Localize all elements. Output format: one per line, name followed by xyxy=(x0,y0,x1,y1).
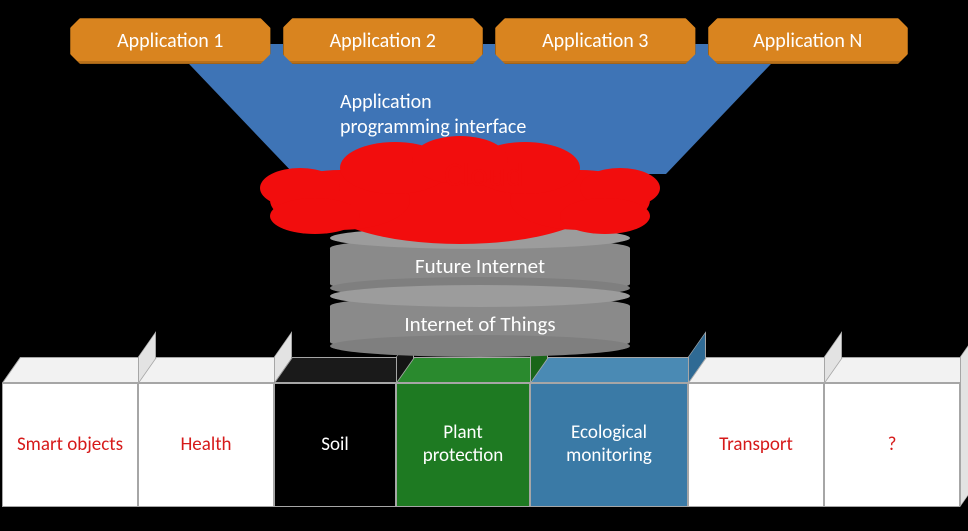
application-label: Application 3 xyxy=(542,29,648,53)
cube-label: Smart objects xyxy=(17,434,123,457)
cube-label: Ecological monitoring xyxy=(538,422,680,468)
domain-cube: Health xyxy=(138,383,274,507)
application-box: Application 3 xyxy=(495,18,696,64)
domain-cube: ? xyxy=(824,383,960,507)
cube-label: Plant protection xyxy=(404,422,522,468)
domain-cube: Smart objects xyxy=(2,383,138,507)
application-box: Application 2 xyxy=(283,18,484,64)
applications-row: Application 1 Application 2 Application … xyxy=(70,18,908,64)
cube-label: Soil xyxy=(321,434,348,457)
domain-cube: Ecological monitoring xyxy=(530,383,688,507)
domain-cubes-row: Smart objects Health Soil Plant protection E… xyxy=(0,337,968,507)
cube-label: Health xyxy=(180,434,231,457)
api-label-line1: Application xyxy=(340,90,432,114)
cylinder-label: Internet of Things xyxy=(404,311,555,337)
cube-side-face xyxy=(960,331,968,507)
application-label: Application N xyxy=(753,29,862,53)
application-label: Application 1 xyxy=(117,29,223,53)
cloud-label: Cloud xyxy=(0,155,968,196)
domain-cube: Soil xyxy=(274,383,396,507)
application-label: Application 2 xyxy=(330,29,436,53)
cylinder-iot: Internet of Things xyxy=(330,296,630,352)
cylinder-label: Future Internet xyxy=(415,253,545,279)
domain-cube: Plant protection xyxy=(396,383,530,507)
cube-label: Transport xyxy=(719,434,793,457)
diagram-stage: Application 1 Application 2 Application … xyxy=(0,0,968,531)
application-box: Application N xyxy=(708,18,909,64)
application-box: Application 1 xyxy=(70,18,271,64)
domain-cube: Transport xyxy=(688,383,824,507)
cube-top-face xyxy=(824,357,968,383)
cube-label: ? xyxy=(888,434,897,457)
